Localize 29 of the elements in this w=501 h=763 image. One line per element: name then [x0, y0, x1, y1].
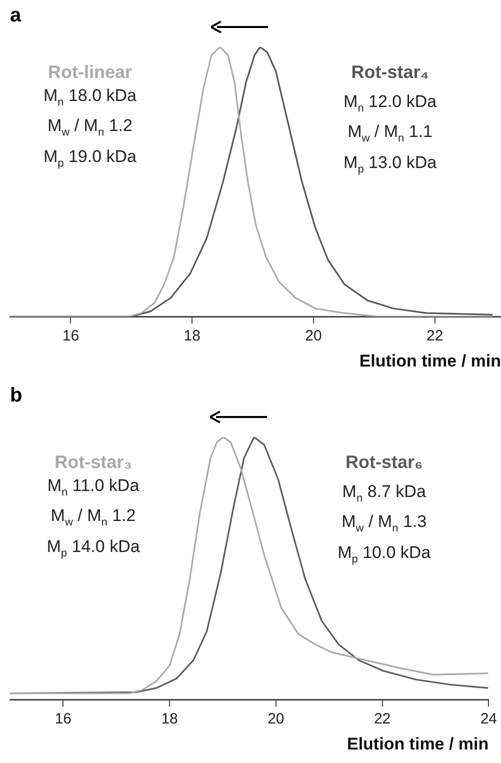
annotation: M$_{w}$ / M$_{n}$ 1.2 [46, 115, 134, 141]
annotation: M$_{w}$ / M$_{n}$ 1.1 [346, 121, 434, 147]
x-tick-label: 16 [62, 328, 80, 345]
annotation: M$_{n}$ 11.0 kDa [46, 475, 140, 500]
chart-title: a [10, 4, 22, 27]
x-tick-label: 20 [305, 328, 322, 345]
text: Rot-star₃ [54, 451, 133, 474]
x-tick-label: 18 [161, 710, 178, 728]
annotation: M$_{p}$ 13.0 kDa [344, 152, 437, 178]
x-tick-label: 16 [54, 710, 72, 728]
annotation: M$_{p}$ 19.0 kDa [43, 146, 137, 172]
text: Rot-linear [46, 61, 133, 84]
x-tick-label: 22 [374, 710, 391, 728]
annotation: M$_{p}$ 14.0 kDa [46, 536, 140, 562]
annotation: M$_{p}$ 10.0 kDa [338, 542, 431, 568]
chart-title: b [10, 384, 22, 407]
x-axis-title: Elution time / min [359, 351, 501, 370]
annotation: M$_{n}$ 18.0 kDa [43, 85, 137, 110]
text: Rot-star₄ [350, 61, 430, 84]
x-tick-label: 18 [184, 328, 200, 345]
x-tick-label: 20 [268, 710, 284, 728]
x-tick-label: 24 [480, 710, 497, 728]
annotation: M$_{w}$ / M$_{n}$ 1.2 [50, 505, 137, 531]
annotation: M$_{n}$ 8.7 kDa [341, 481, 427, 506]
annotation: M$_{n}$ 12.0 kDa [344, 91, 437, 116]
text: Rot-star₆ [344, 451, 424, 474]
x-axis-title: Elution time / min [346, 734, 489, 754]
x-tick-label: 22 [426, 328, 444, 345]
annotation: M$_{w}$ / M$_{n}$ 1.3 [340, 511, 428, 537]
